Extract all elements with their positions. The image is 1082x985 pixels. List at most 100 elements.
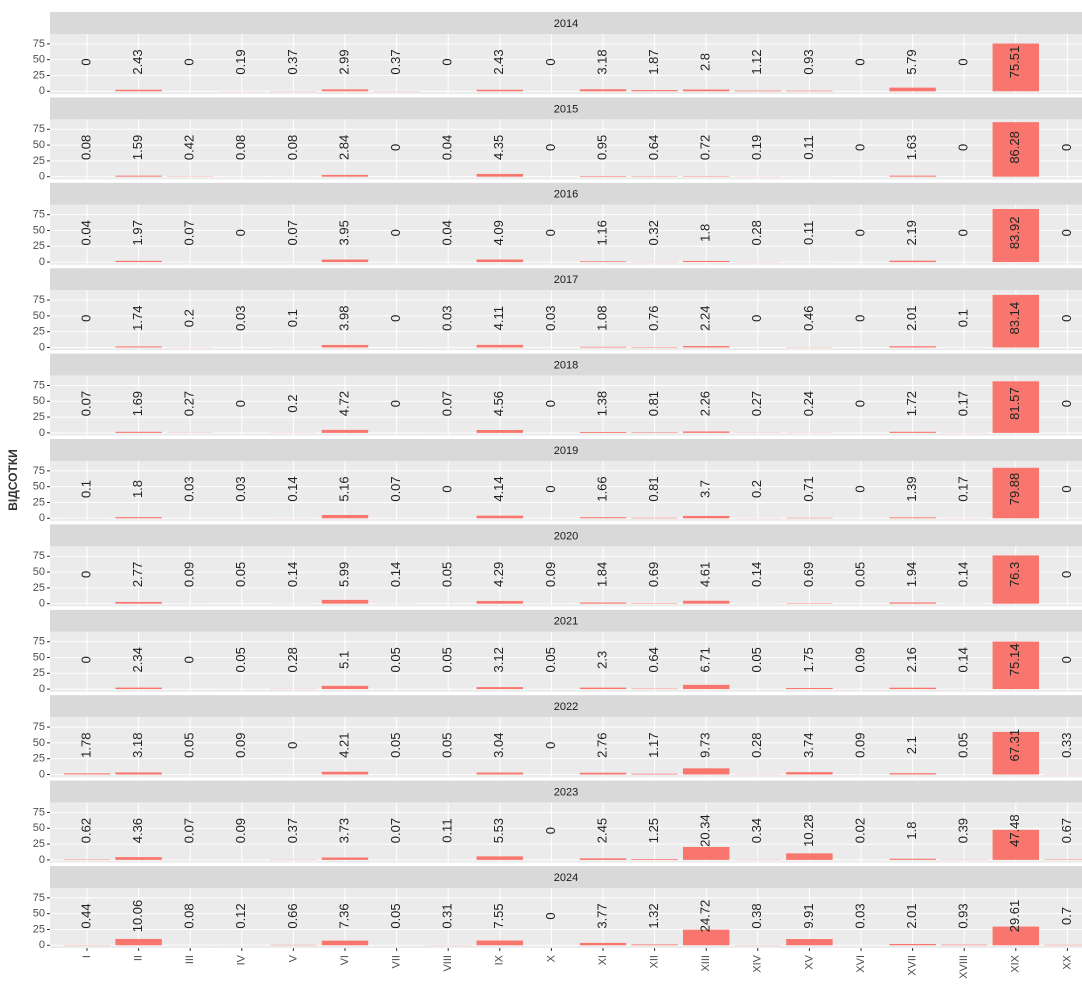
bar — [115, 431, 162, 433]
value-label: 0.19 — [749, 135, 764, 160]
value-label: 83.14 — [1007, 302, 1022, 335]
value-label: 0 — [233, 229, 248, 236]
y-tick-label: 75 — [33, 38, 45, 50]
bar — [682, 431, 730, 433]
bar — [992, 926, 1040, 946]
value-label: 3.74 — [801, 733, 816, 758]
bar — [992, 641, 1040, 690]
value-label: 0 — [543, 912, 558, 919]
value-label: 1.8 — [904, 822, 919, 840]
value-label: 0 — [1059, 571, 1074, 578]
bar — [682, 600, 730, 604]
value-label: 0 — [1059, 485, 1074, 492]
value-label: 0.08 — [78, 135, 93, 160]
bar — [992, 731, 1040, 775]
y-tick-label: 25 — [33, 240, 45, 252]
strip-label: 2021 — [554, 616, 578, 628]
value-label: 0.33 — [1059, 733, 1074, 758]
bar — [992, 294, 1040, 348]
value-label: 4.56 — [491, 391, 506, 416]
value-label: 0.14 — [285, 476, 300, 501]
value-label: 5.16 — [336, 476, 351, 501]
y-tick-label: 50 — [33, 224, 45, 236]
value-label: 0.07 — [388, 476, 403, 501]
bar — [579, 772, 627, 775]
value-label: 1.59 — [130, 135, 145, 160]
value-label: 3.73 — [336, 818, 351, 843]
value-label: 0.03 — [182, 476, 197, 501]
bar — [579, 517, 627, 519]
y-tick-label: 50 — [33, 310, 45, 322]
bar — [631, 773, 678, 775]
bar — [992, 555, 1040, 604]
value-label: 2.19 — [904, 220, 919, 245]
value-label: 0.09 — [852, 733, 867, 758]
value-label: 1.25 — [646, 818, 661, 843]
strip-label: 2015 — [554, 103, 578, 115]
bar — [115, 89, 162, 92]
value-label: 0.81 — [646, 476, 661, 501]
value-label: 4.29 — [491, 562, 506, 587]
x-tick-label: XV — [803, 954, 815, 969]
value-label: 0 — [388, 144, 403, 151]
bar — [115, 857, 162, 860]
value-label: 0 — [543, 485, 558, 492]
y-tick-label: 50 — [33, 908, 45, 920]
bar — [682, 89, 730, 92]
bar — [476, 259, 524, 263]
value-label: 0.14 — [285, 562, 300, 587]
strip-label: 2017 — [554, 274, 578, 286]
y-tick-label: 25 — [33, 582, 45, 594]
value-label: 0 — [852, 144, 867, 151]
bar — [321, 89, 369, 92]
bar — [786, 90, 833, 92]
value-label: 0 — [543, 742, 558, 749]
value-label: 2.1 — [904, 736, 919, 754]
value-label: 79.88 — [1007, 473, 1022, 506]
value-label: 0.93 — [801, 49, 816, 74]
value-label: 0.08 — [285, 135, 300, 160]
value-label: 4.11 — [491, 306, 506, 330]
value-label: 0.64 — [646, 135, 661, 160]
panel — [50, 290, 1082, 351]
y-tick-label: 0 — [39, 768, 45, 780]
x-tick-label: IV — [236, 954, 248, 965]
value-label: 0 — [388, 400, 403, 407]
strip — [50, 97, 1082, 120]
value-label: 0.08 — [233, 135, 248, 160]
y-tick-label: 75 — [33, 209, 45, 221]
bar — [115, 517, 162, 519]
value-label: 0.93 — [956, 903, 971, 928]
bar — [631, 859, 678, 860]
y-tick-label: 0 — [39, 939, 45, 951]
bar — [321, 259, 369, 263]
bar — [682, 346, 730, 348]
value-label: 0.03 — [440, 306, 455, 331]
panel — [50, 119, 1082, 180]
value-label: 0.17 — [956, 391, 971, 416]
value-label: 0 — [233, 400, 248, 407]
value-label: 81.57 — [1007, 387, 1022, 420]
value-label: 0.28 — [285, 647, 300, 672]
value-label: 2.76 — [594, 733, 609, 758]
x-tick-label: XIX — [1010, 954, 1022, 972]
value-label: 5.99 — [336, 562, 351, 587]
value-label: 0 — [78, 58, 93, 65]
value-label: 0.81 — [646, 391, 661, 416]
bar — [889, 175, 936, 177]
bar — [579, 687, 627, 690]
value-label: 0.2 — [182, 309, 197, 327]
x-tick-label: II — [133, 955, 145, 961]
panel — [50, 631, 1082, 692]
value-label: 7.55 — [491, 903, 506, 928]
value-label: 0.05 — [388, 733, 403, 758]
value-label: 2.3 — [594, 651, 609, 669]
value-label: 0.09 — [233, 818, 248, 843]
value-label: 76.3 — [1007, 562, 1022, 587]
bar — [476, 856, 524, 860]
value-label: 9.91 — [801, 903, 816, 928]
bar — [321, 857, 369, 860]
strip-label: 2020 — [554, 530, 578, 542]
value-label: 0 — [78, 315, 93, 322]
bar — [682, 847, 730, 860]
